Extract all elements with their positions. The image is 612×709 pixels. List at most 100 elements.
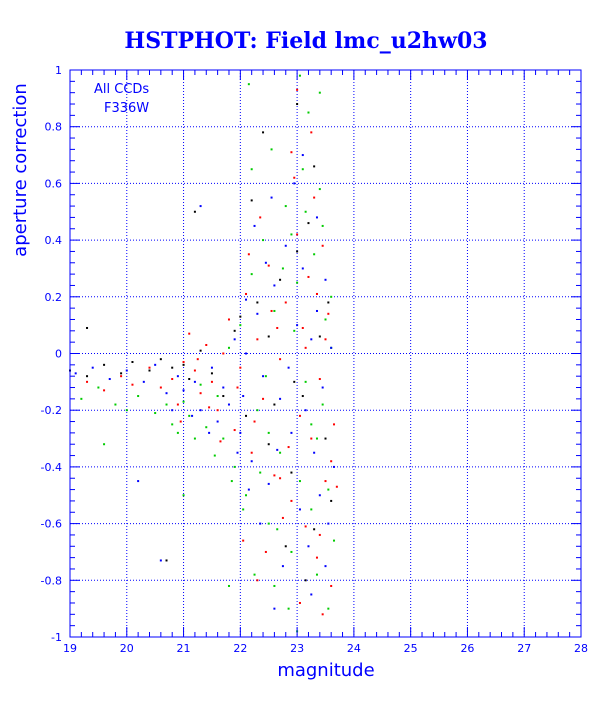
data-point: [256, 579, 259, 582]
data-point: [176, 403, 179, 406]
data-point: [210, 380, 213, 383]
data-point: [315, 573, 318, 576]
data-point: [233, 329, 236, 332]
x-tick-label: 26: [460, 642, 474, 655]
data-point: [327, 312, 330, 315]
data-point: [273, 284, 276, 287]
data-point: [321, 244, 324, 247]
data-point: [304, 579, 307, 582]
data-point: [267, 443, 270, 446]
data-point: [86, 375, 89, 378]
data-point: [330, 460, 333, 463]
data-point: [318, 91, 321, 94]
data-point: [307, 222, 310, 225]
data-point: [296, 233, 299, 236]
data-point: [270, 309, 273, 312]
data-point: [310, 437, 313, 440]
data-point: [188, 414, 191, 417]
data-point: [165, 559, 168, 562]
data-point: [86, 380, 89, 383]
data-point: [298, 508, 301, 511]
data-point: [159, 559, 162, 562]
data-point: [250, 451, 253, 454]
data-point: [179, 420, 182, 423]
data-point: [227, 318, 230, 321]
data-point: [176, 431, 179, 434]
data-point: [315, 216, 318, 219]
data-point: [80, 397, 83, 400]
data-point: [281, 565, 284, 568]
data-point: [236, 451, 239, 454]
data-point: [199, 392, 202, 395]
y-axis-label: aperture correction: [10, 83, 31, 257]
x-tick-label: 19: [63, 642, 77, 655]
data-point: [287, 446, 290, 449]
data-point: [262, 239, 265, 242]
data-point: [108, 378, 111, 381]
data-point: [256, 338, 259, 341]
data-point: [216, 409, 219, 412]
data-point: [327, 522, 330, 525]
data-point: [284, 301, 287, 304]
data-point: [330, 295, 333, 298]
data-point: [193, 369, 196, 372]
data-point: [103, 363, 106, 366]
data-point: [205, 343, 208, 346]
data-point: [318, 188, 321, 191]
data-point: [262, 397, 265, 400]
data-point: [245, 352, 248, 355]
data-point: [304, 525, 307, 528]
data-point: [191, 414, 194, 417]
data-point: [222, 352, 225, 355]
data-point: [313, 253, 316, 256]
data-point: [242, 395, 245, 398]
data-point: [199, 205, 202, 208]
x-tick-label: 25: [404, 642, 418, 655]
data-point: [233, 429, 236, 432]
data-point: [301, 267, 304, 270]
data-point: [250, 273, 253, 276]
data-point: [313, 451, 316, 454]
data-point: [247, 488, 250, 491]
data-point: [324, 318, 327, 321]
x-tick-label: 27: [517, 642, 531, 655]
data-point: [273, 607, 276, 610]
data-point: [253, 573, 256, 576]
data-point: [227, 403, 230, 406]
data-point: [208, 406, 211, 409]
data-point: [125, 409, 128, 412]
data-point: [304, 210, 307, 213]
data-point: [171, 409, 174, 412]
data-point: [310, 338, 313, 341]
data-point: [233, 338, 236, 341]
data-point: [310, 508, 313, 511]
data-point: [245, 414, 248, 417]
data-point: [290, 233, 293, 236]
data-point: [315, 292, 318, 295]
data-point: [290, 550, 293, 553]
data-point: [279, 358, 282, 361]
data-point: [216, 420, 219, 423]
data-point: [245, 298, 248, 301]
y-tick-label: -0.2: [41, 404, 62, 417]
data-point: [239, 315, 242, 318]
data-point: [276, 528, 279, 531]
data-point: [171, 423, 174, 426]
data-point: [321, 224, 324, 227]
x-axis-label: magnitude: [277, 660, 374, 681]
data-point: [313, 196, 316, 199]
data-point: [324, 338, 327, 341]
data-point: [193, 210, 196, 213]
data-point: [267, 522, 270, 525]
data-point: [165, 392, 168, 395]
y-tick-label: 0.2: [45, 291, 63, 304]
data-point: [324, 278, 327, 281]
y-tick-label: -0.4: [41, 461, 62, 474]
data-point: [74, 372, 77, 375]
data-point: [270, 196, 273, 199]
data-point: [330, 499, 333, 502]
data-point: [264, 375, 267, 378]
data-point: [165, 403, 168, 406]
data-point: [310, 423, 313, 426]
data-point: [131, 383, 134, 386]
